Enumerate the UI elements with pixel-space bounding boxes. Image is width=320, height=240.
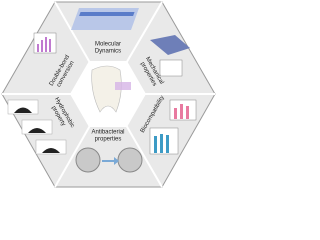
label-line: properties (95, 136, 122, 142)
label-line: Molecular (95, 41, 121, 47)
section-label: Antibacterial properties (91, 129, 124, 142)
decorations (7, 8, 197, 173)
graphical-abstract: Molecular DynamicsMechanicalpropertiesBio… (1, 1, 216, 188)
label-line: Dynamics (95, 48, 121, 54)
label-line: Antibacterial (91, 129, 124, 135)
section-label: Molecular Dynamics (95, 41, 121, 54)
